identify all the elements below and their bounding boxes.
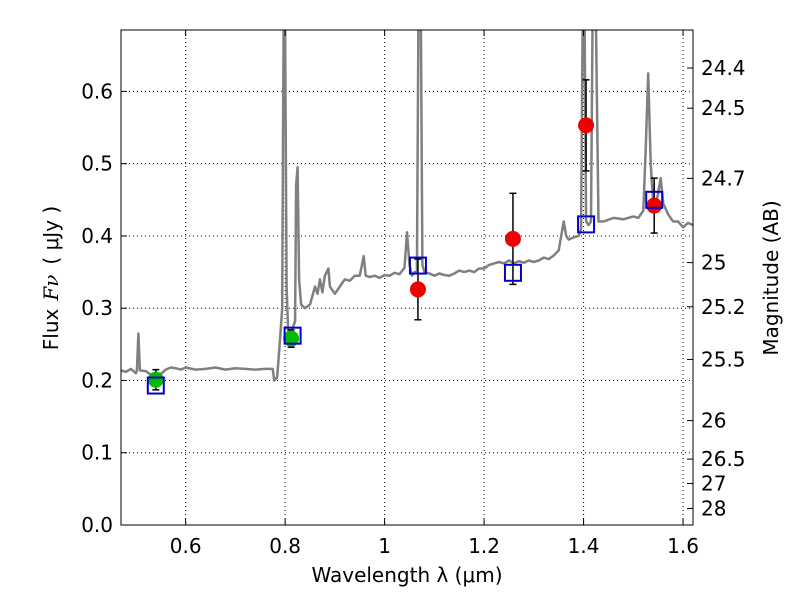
data-point bbox=[646, 197, 663, 214]
y2-tick-label: 26.5 bbox=[701, 447, 746, 471]
x-tick-label: 1 bbox=[378, 534, 391, 558]
y-tick-label: 0.4 bbox=[81, 224, 113, 248]
y-tick-label: 0.3 bbox=[81, 296, 113, 320]
model-square bbox=[503, 263, 522, 282]
x-axis-title: Wavelength λ (μm) bbox=[311, 563, 502, 587]
y2-tick-label: 24.4 bbox=[701, 56, 746, 80]
y2-tick-label: 26 bbox=[701, 409, 726, 433]
y2-tick-label: 24.7 bbox=[701, 166, 746, 190]
model-square bbox=[146, 376, 165, 395]
y2-tick-label: 27 bbox=[701, 471, 726, 495]
data-point bbox=[147, 371, 164, 388]
y2-tick-label: 28 bbox=[701, 496, 726, 520]
x-tick-label: 1.6 bbox=[667, 534, 699, 558]
plot-frame bbox=[120, 29, 694, 526]
x-tick-label: 0.8 bbox=[269, 534, 301, 558]
y-tick-label: 0.6 bbox=[81, 79, 113, 103]
y-axis-title: Flux Fν ( μJy ) bbox=[39, 206, 63, 350]
y-axis-title-prefix: Flux bbox=[39, 308, 63, 350]
x-tick-label: 1.2 bbox=[468, 534, 500, 558]
y-axis-title-unit: ( μJy ) bbox=[39, 206, 63, 265]
y-tick-label: 0.0 bbox=[81, 513, 113, 537]
marker-layer bbox=[146, 79, 664, 395]
y-tick-label: 0.5 bbox=[81, 152, 113, 176]
ticks: 0.6 0.8 1 1.2 1.4 1.6 0.0 0.1 0.2 0.3 0.4 0.5 0.6 24.… bbox=[81, 30, 746, 558]
data-point bbox=[283, 330, 300, 347]
x-tick-label: 0.6 bbox=[170, 534, 202, 558]
y2-tick-label: 24.5 bbox=[701, 96, 746, 120]
data-point bbox=[578, 117, 595, 134]
y-axis-title-symbol: Fν bbox=[39, 275, 63, 302]
y2-tick-label: 25.2 bbox=[701, 295, 746, 319]
y-tick-label: 0.2 bbox=[81, 368, 113, 392]
data-point bbox=[504, 230, 521, 247]
x-tick-label: 1.4 bbox=[568, 534, 600, 558]
y-tick-label: 0.1 bbox=[81, 441, 113, 465]
y2-axis-title: Magnitude (AB) bbox=[759, 200, 783, 355]
model-square bbox=[408, 256, 427, 275]
data-point bbox=[409, 281, 426, 298]
model-square bbox=[645, 190, 664, 209]
y2-tick-label: 25 bbox=[701, 251, 726, 275]
model-square bbox=[577, 215, 596, 234]
y2-tick-label: 25.5 bbox=[701, 347, 746, 371]
model-square bbox=[283, 326, 302, 345]
